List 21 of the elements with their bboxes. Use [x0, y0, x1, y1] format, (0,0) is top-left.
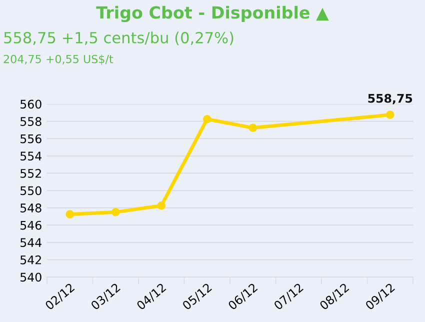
- point: [66, 210, 74, 218]
- point: [111, 208, 120, 216]
- y-tick-label: 556: [20, 134, 42, 144]
- y-tick-label: 554: [20, 152, 42, 161]
- point: [157, 201, 166, 210]
- point: [248, 124, 258, 132]
- y-tick-label: 558: [20, 117, 42, 126]
- y-tick-label: 546: [20, 220, 42, 230]
- point: [386, 110, 394, 119]
- y-tick-label: 552: [20, 168, 41, 178]
- y-tick-label: 550: [20, 186, 42, 196]
- y-tick-label: 540: [20, 272, 42, 282]
- text: 204,75 +0,55 US$/t: [4, 54, 114, 65]
- chart-title: Trigo Cbot - Disponible ▲: [96, 6, 329, 22]
- chart-subtitle: 558,75 +1,5 cents/bu (0,27%): [4, 32, 234, 46]
- y-tick-label: 544: [20, 238, 42, 248]
- y-tick-label: 542: [20, 255, 41, 264]
- y-tick-label: 560: [20, 100, 42, 109]
- data-label: 558,75: [368, 94, 412, 104]
- y-tick-label: 548: [20, 204, 42, 212]
- point: [202, 114, 212, 124]
